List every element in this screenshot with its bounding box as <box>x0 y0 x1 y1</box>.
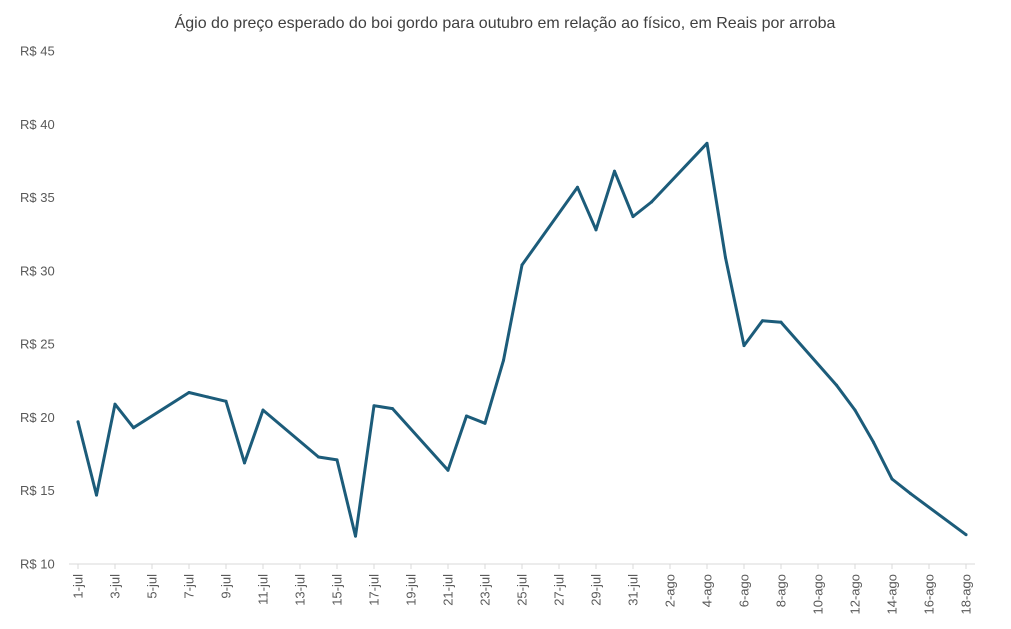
y-tick-label: R$ 45 <box>20 44 55 59</box>
x-tick-label: 13-jul <box>293 574 308 606</box>
x-tick-label: 29-jul <box>589 574 604 606</box>
data-point <box>761 319 764 323</box>
x-tick-label: 31-jul <box>626 574 641 606</box>
x-tick-label: 16-ago <box>922 574 937 614</box>
data-point <box>650 200 653 204</box>
y-tick-label: R$ 15 <box>20 483 55 498</box>
data-point <box>224 399 228 403</box>
x-tick-label: 14-ago <box>885 574 900 614</box>
data-point <box>483 421 487 425</box>
x-tick-label: 23-jul <box>478 574 493 606</box>
data-point <box>243 461 246 465</box>
x-tick-label: 12-ago <box>848 574 863 614</box>
data-point <box>779 320 783 324</box>
x-tick-label: 2-ago <box>663 574 678 607</box>
x-tick-label: 21-jul <box>441 574 456 606</box>
data-point <box>724 256 727 260</box>
y-tick-label: R$ 40 <box>20 117 55 132</box>
x-tick-label: 3-jul <box>108 574 123 599</box>
data-point <box>576 185 579 189</box>
x-tick-label: 4-ago <box>700 574 715 607</box>
x-tick-label: 7-jul <box>182 574 197 599</box>
data-point <box>705 141 709 145</box>
data-point <box>317 455 320 459</box>
x-tick-label: 15-jul <box>330 574 345 606</box>
data-point <box>520 263 524 267</box>
series-line <box>76 141 968 538</box>
x-tick-label: 9-jul <box>219 574 234 599</box>
x-tick-label: 10-ago <box>811 574 826 614</box>
x-tick-label: 11-jul <box>256 574 271 605</box>
data-point <box>206 395 209 399</box>
data-point <box>890 477 894 481</box>
x-axis: 1-jul 3-jul 5-jul 7-jul 9-jul 11-jul 13-jul 15-… <box>71 564 974 614</box>
chart-title: Ágio do preço esperado do boi gordo para… <box>175 13 836 32</box>
data-point <box>631 215 635 219</box>
y-axis: R$ 10 R$ 15 R$ 20 R$ 25 R$ 30 R$ 35 R$ 40 R$ 45 <box>20 44 55 572</box>
x-tick-label: 5-jul <box>145 574 160 599</box>
x-tick-label: 19-jul <box>404 574 419 606</box>
data-point <box>132 426 135 430</box>
data-point <box>187 391 191 395</box>
data-point <box>95 493 98 497</box>
x-tick-label: 27-jul <box>552 574 567 606</box>
y-tick-label: R$ 10 <box>20 557 55 572</box>
x-tick-label: 25-jul <box>515 574 530 606</box>
x-tick-label: 18-ago <box>959 574 974 614</box>
data-point <box>594 228 598 232</box>
data-point <box>872 440 875 444</box>
data-point <box>964 533 968 537</box>
series-group <box>76 141 968 538</box>
data-point <box>372 404 376 408</box>
data-point <box>742 344 746 348</box>
x-tick-label: 8-ago <box>774 574 789 607</box>
y-tick-label: R$ 25 <box>20 337 55 352</box>
data-point <box>502 358 505 362</box>
data-point <box>335 458 339 462</box>
x-tick-label: 17-jul <box>367 574 382 606</box>
x-tick-label: 6-ago <box>737 574 752 607</box>
data-point <box>113 402 117 406</box>
data-point <box>446 468 450 472</box>
data-point <box>835 383 838 387</box>
data-point <box>76 420 80 424</box>
y-tick-label: R$ 20 <box>20 410 55 425</box>
y-tick-label: R$ 35 <box>20 190 55 205</box>
data-point <box>909 492 912 496</box>
data-point <box>465 414 468 418</box>
data-point <box>391 407 394 411</box>
data-point <box>853 408 857 412</box>
x-tick-label: 1-jul <box>71 574 86 599</box>
data-point <box>613 169 616 173</box>
data-point <box>261 408 265 412</box>
data-point <box>354 534 357 538</box>
y-tick-label: R$ 30 <box>20 263 55 278</box>
